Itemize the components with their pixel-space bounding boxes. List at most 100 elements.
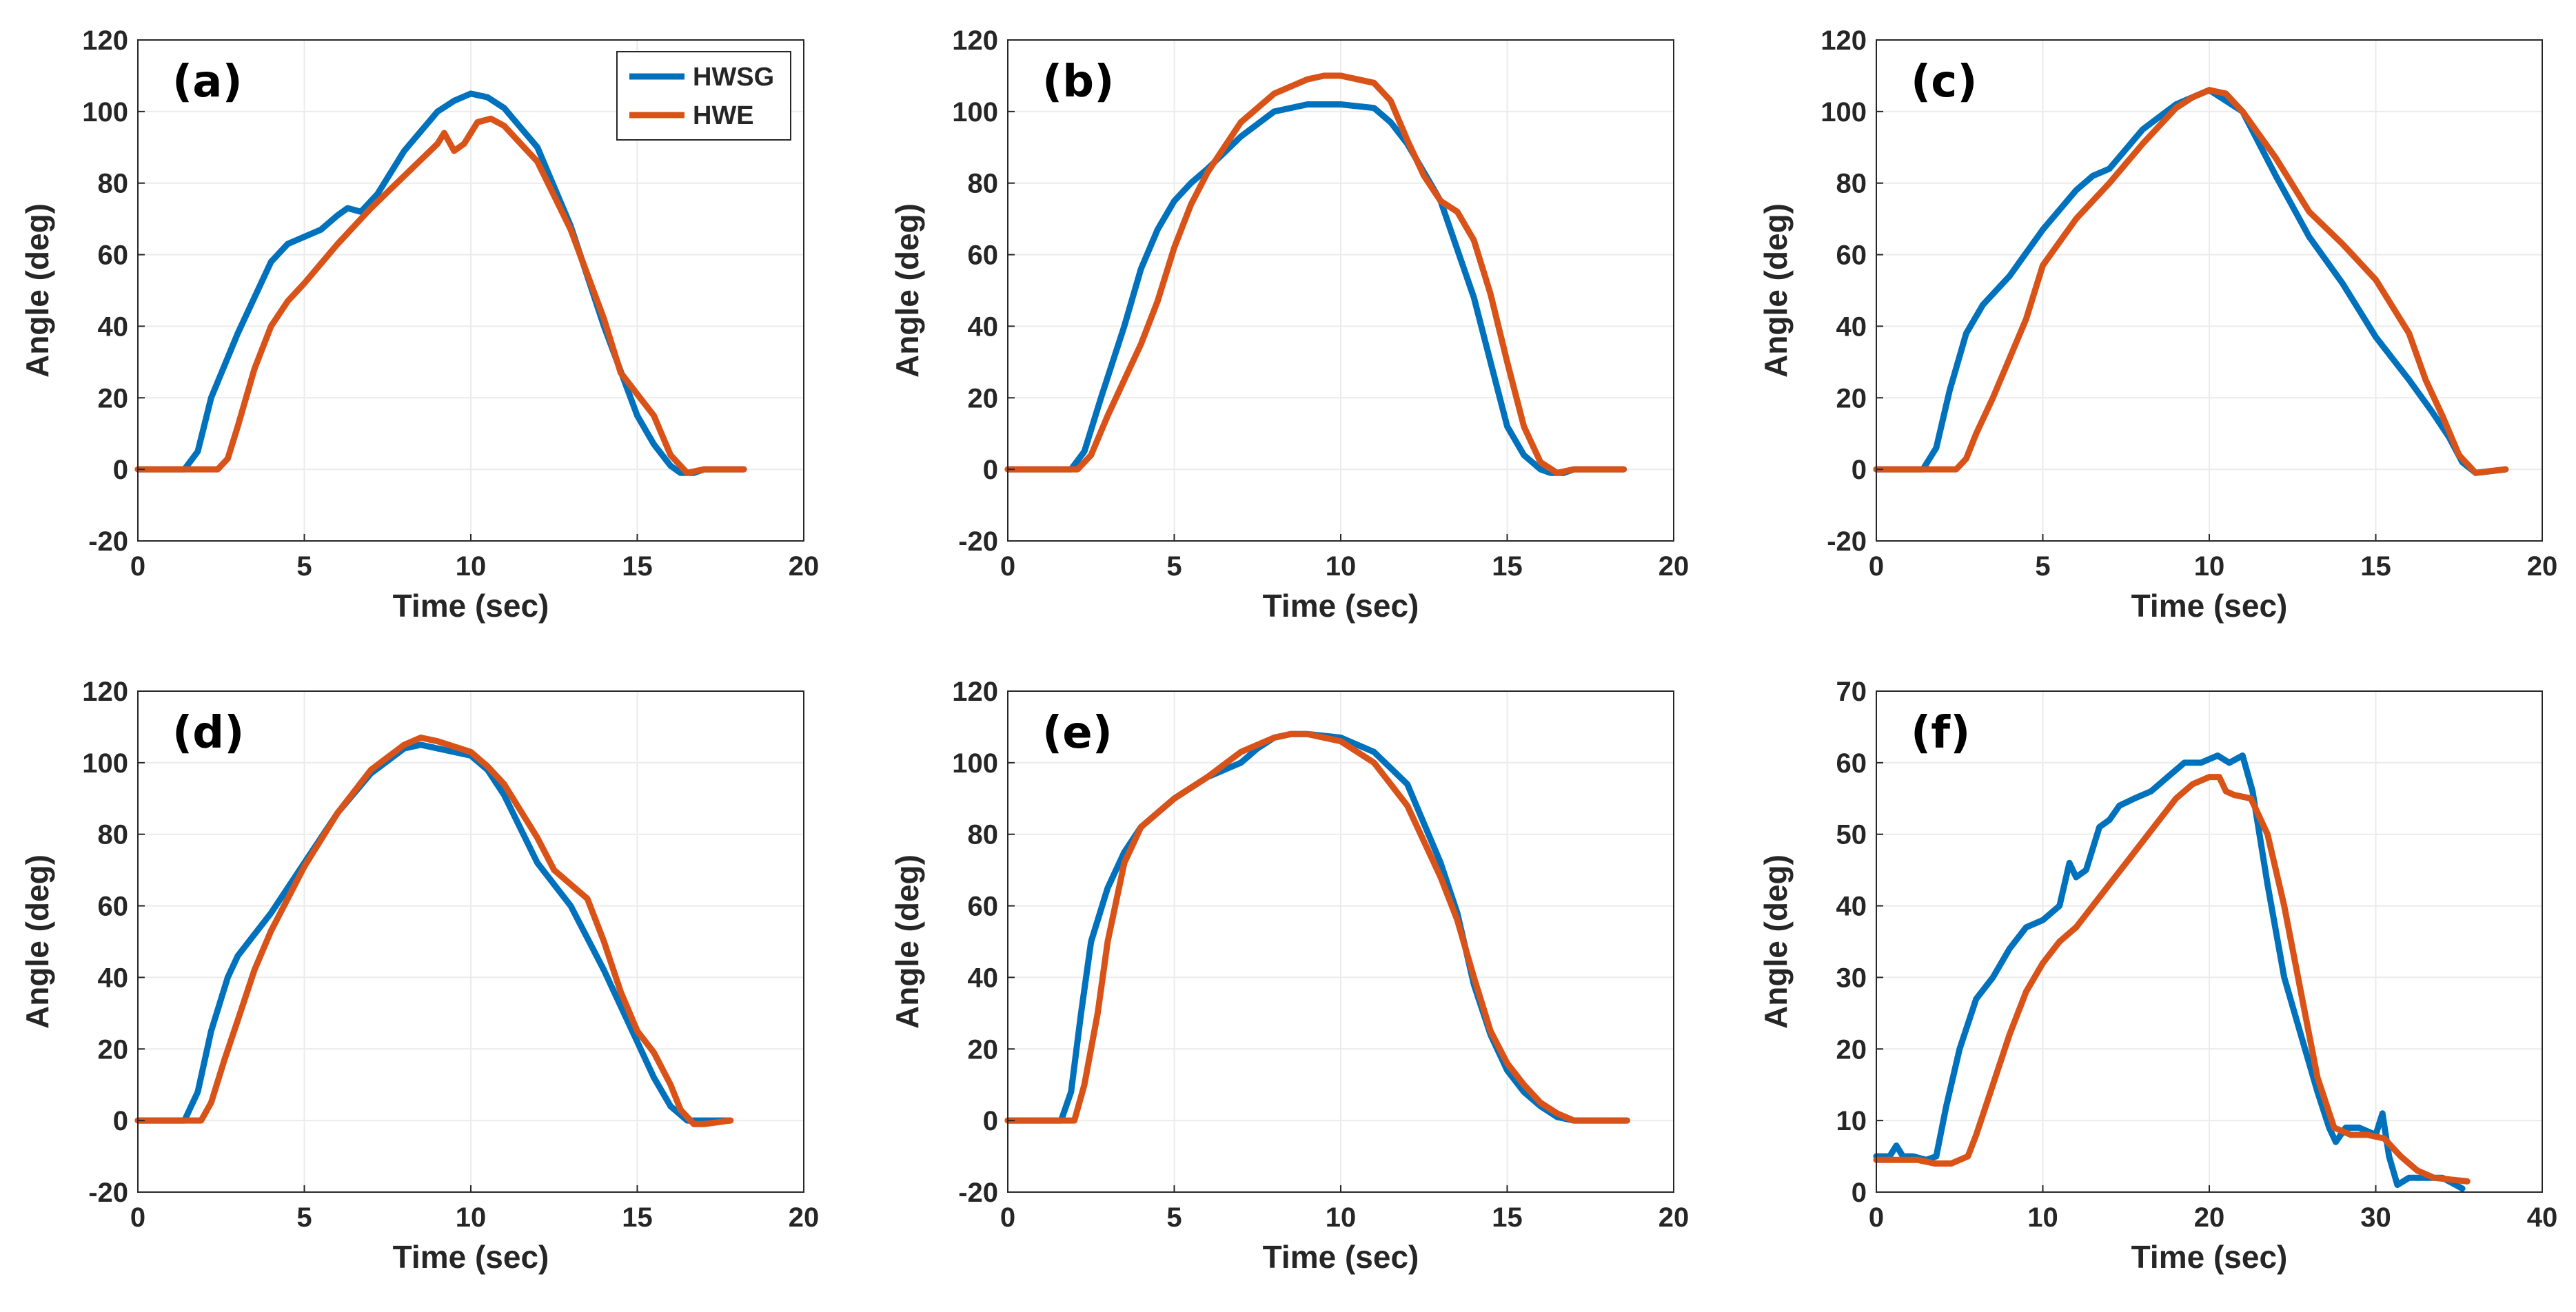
y-axis-label: Angle (deg)	[19, 203, 55, 378]
x-axis-label: Time (sec)	[2131, 588, 2288, 624]
series-line-hwe	[134, 735, 734, 1127]
series-line-hwsg	[134, 90, 747, 476]
x-tick-label: 40	[2527, 1202, 2558, 1233]
y-tick-label: 80	[98, 820, 129, 850]
panel-label: (c)	[1911, 57, 1977, 107]
y-tick-label: 20	[968, 1034, 999, 1065]
y-tick-label: 10	[1836, 1106, 1867, 1136]
y-tick-label: 30	[1836, 963, 1867, 993]
series-line-hwsg	[1004, 101, 1627, 476]
y-tick-label: 40	[1836, 892, 1867, 922]
panel-label: (e)	[1042, 708, 1113, 759]
y-tick-label: -20	[958, 1178, 998, 1208]
legend-box	[616, 51, 791, 141]
y-tick-label: 60	[1836, 748, 1867, 779]
x-tick-label: 20	[1659, 551, 1690, 582]
y-tick-label: 120	[82, 25, 128, 56]
y-tick-label: 0	[983, 1106, 998, 1136]
y-tick-label: 120	[82, 677, 128, 707]
x-tick-label: 20	[1659, 1202, 1690, 1233]
y-tick-label: 50	[1836, 820, 1867, 850]
x-tick-label: 20	[789, 551, 820, 582]
y-tick-label: 70	[1836, 677, 1867, 707]
y-tick-label: 60	[968, 892, 999, 922]
x-tick-label: 10	[1326, 1202, 1357, 1233]
x-axis-label: Time (sec)	[1263, 1239, 1419, 1275]
x-tick-label: 0	[1000, 1202, 1015, 1233]
y-tick-label: 100	[82, 748, 128, 779]
x-tick-label: 30	[2360, 1202, 2391, 1233]
x-tick-label: 10	[2027, 1202, 2058, 1233]
y-tick-label: -20	[88, 1178, 128, 1208]
x-tick-label: 0	[1869, 551, 1884, 582]
x-tick-label: 5	[296, 1202, 312, 1233]
y-tick-label: 80	[1836, 169, 1867, 199]
y-tick-label: 20	[98, 1034, 129, 1065]
y-tick-label: 60	[98, 240, 129, 271]
x-tick-label: 15	[1492, 551, 1523, 582]
x-tick-label: 0	[1869, 1202, 1884, 1233]
y-axis-label: Angle (deg)	[19, 854, 55, 1029]
series-line-hwe	[1873, 87, 2509, 476]
x-tick-label: 20	[2194, 1202, 2225, 1233]
y-tick-label: 80	[968, 169, 999, 199]
x-tick-label: 0	[1000, 551, 1015, 582]
y-tick-label: -20	[88, 526, 128, 557]
y-tick-label: -20	[958, 526, 998, 557]
y-tick-label: 100	[952, 97, 998, 127]
y-tick-label: 0	[113, 1106, 128, 1136]
panel-label: (b)	[1042, 57, 1114, 107]
panel-label: (a)	[172, 57, 243, 107]
x-tick-label: 20	[789, 1202, 820, 1233]
y-axis-label: Angle (deg)	[889, 203, 925, 378]
y-tick-label: 100	[952, 748, 998, 779]
legend-label-hwsg: HWSG	[693, 63, 774, 92]
series-line-hwe	[1004, 730, 1630, 1124]
x-tick-label: 15	[2360, 551, 2391, 582]
x-tick-label: 15	[622, 1202, 653, 1233]
x-tick-label: 5	[2035, 551, 2050, 582]
y-tick-label: 100	[1821, 97, 1867, 127]
y-tick-label: 0	[113, 455, 128, 485]
y-tick-label: -20	[1827, 526, 1867, 557]
x-tick-label: 5	[296, 551, 312, 582]
x-tick-label: 10	[456, 1202, 487, 1233]
series-line-hwe	[1004, 72, 1627, 476]
y-tick-label: 60	[1836, 240, 1867, 271]
y-tick-label: 60	[98, 892, 129, 922]
y-tick-label: 80	[98, 169, 129, 199]
y-axis-label: Angle (deg)	[889, 854, 925, 1029]
x-axis-label: Time (sec)	[2131, 1239, 2288, 1275]
y-tick-label: 0	[983, 455, 998, 485]
y-tick-label: 120	[952, 25, 998, 56]
x-tick-label: 5	[1166, 551, 1181, 582]
y-tick-label: 40	[968, 963, 999, 993]
x-tick-label: 0	[130, 551, 145, 582]
series-line-hwe	[134, 115, 747, 476]
x-tick-label: 15	[622, 551, 653, 582]
x-axis-label: Time (sec)	[393, 1239, 549, 1275]
x-tick-label: 20	[2527, 551, 2558, 582]
x-tick-label: 0	[130, 1202, 145, 1233]
y-tick-label: 120	[1821, 25, 1867, 56]
y-tick-label: 100	[82, 97, 128, 127]
y-tick-label: 40	[1836, 311, 1867, 342]
x-tick-label: 15	[1492, 1202, 1523, 1233]
x-tick-label: 10	[456, 551, 487, 582]
x-tick-label: 10	[2194, 551, 2225, 582]
series-line-hwsg	[1873, 752, 2466, 1192]
y-tick-label: 20	[98, 383, 129, 413]
x-tick-label: 5	[1166, 1202, 1181, 1233]
panel-f: 0 10 20 30 40 0 10 20 30 40 50 60 70 Time (sec) Angle …	[1758, 677, 2557, 1275]
y-tick-label: 60	[968, 240, 999, 271]
y-axis-label: Angle (deg)	[1758, 203, 1794, 378]
y-tick-label: 0	[1852, 1178, 1867, 1208]
series-line-hwsg	[134, 741, 734, 1124]
panel-label: (d)	[172, 708, 244, 759]
y-axis-label: Angle (deg)	[1758, 854, 1794, 1029]
